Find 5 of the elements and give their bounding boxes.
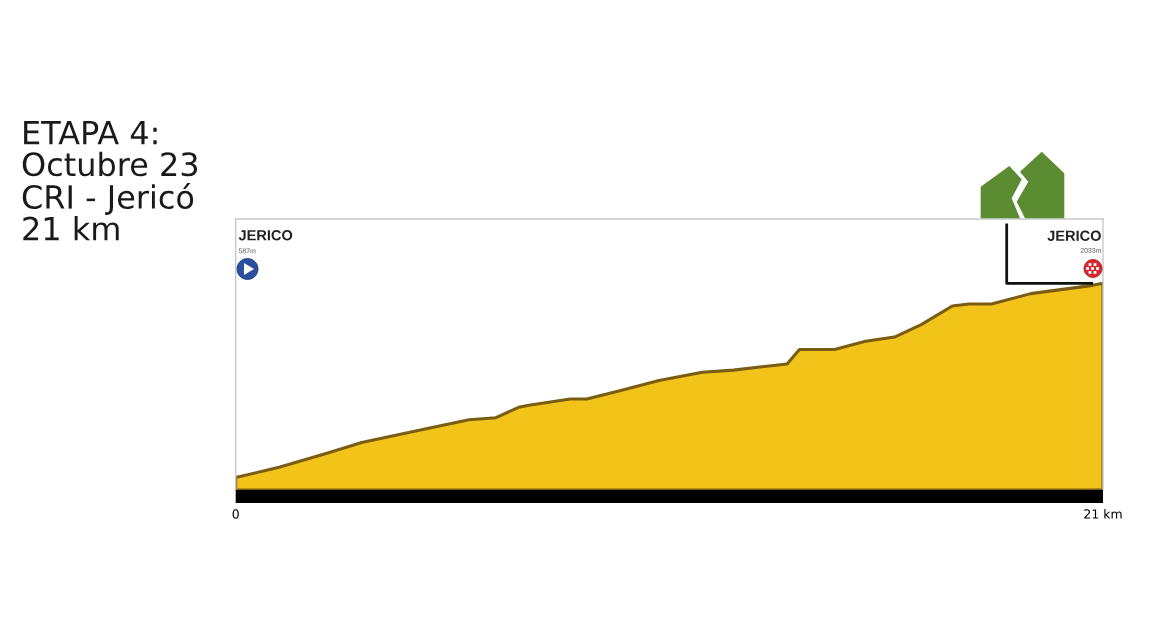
x-tick-label: 21 km [1084, 509, 1122, 519]
x-tick-label: 0 [232, 509, 239, 519]
chart-title: ETAPA 4: Octubre 23 CRI - Jericó 21 km [22, 120, 198, 241]
text: JERICO [238, 230, 293, 241]
text: JERICO [1047, 230, 1101, 241]
